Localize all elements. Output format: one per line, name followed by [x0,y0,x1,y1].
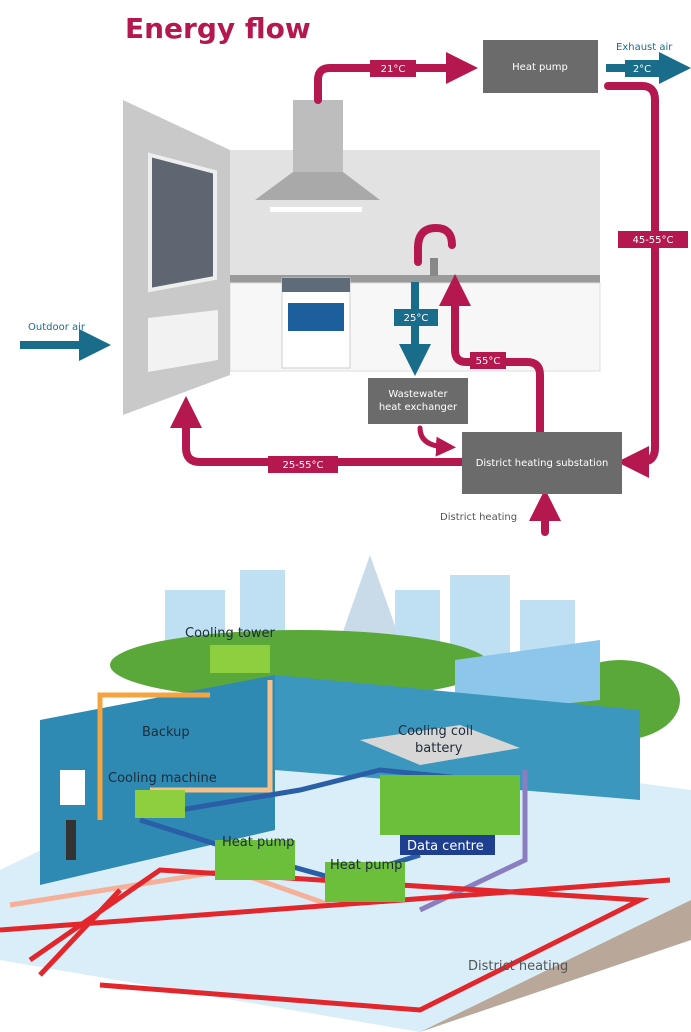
label: Exhaust air [616,42,673,53]
tag-text: 21°C [381,64,406,75]
faucet [430,258,438,276]
cooling-tower [210,645,270,673]
hood [255,172,380,200]
pipes [0,680,671,1013]
label: Backup [142,725,190,740]
stove-panel [282,278,350,292]
data-centre-tag [400,835,495,855]
label: Cooling machine [108,771,217,786]
arrow [604,82,659,478]
hood-light [270,207,362,212]
heat-pump-unit [325,862,405,902]
oven-window [288,303,344,331]
server-racks [380,775,520,835]
church [340,555,400,640]
pipe [0,867,671,1013]
arrow [417,425,456,457]
label: District heating substation [476,458,609,469]
heat-pump-unit [215,840,295,880]
label: Heat pump [222,835,294,850]
trees [110,630,490,700]
tag [618,231,688,248]
label: Cooling coil [398,724,473,739]
heat-pump-box [483,40,598,93]
window [148,152,217,293]
pipe [150,680,273,793]
label: Data centre [407,839,484,854]
label: District heating [440,512,517,523]
tag-text: 55°C [476,356,501,367]
substation-box [462,432,622,494]
tag [370,60,416,77]
title: Energy flow [125,12,311,45]
label: Cooling tower [185,626,276,641]
radiator [148,310,218,372]
pipe [97,692,210,820]
tag [394,309,438,326]
person [66,820,76,860]
cooling-machine [135,790,185,818]
arrow [314,52,478,104]
building [450,575,510,660]
label: Wastewater [388,389,448,400]
label: Heat pump [512,62,568,73]
tag-text: 25°C [404,313,429,324]
cooling-coil [360,725,520,765]
hood-chimney [293,100,343,172]
tag-text: 2°C [633,64,651,75]
tag [470,352,506,369]
kitchen-diagram: Energy flow Heat pump Wastewater heat ex… [20,12,691,536]
data-centre-diagram: Cooling tower Backup Cooling machine Coo… [0,555,691,1032]
tag-text: 25-55°C [282,460,323,471]
faucet-loop [414,223,456,266]
label: District heating [468,959,568,974]
label: heat exchanger [379,402,458,413]
exchanger-box [368,378,468,424]
arrow [170,396,466,466]
tag [268,456,338,473]
label: battery [415,741,463,756]
counter-top [230,275,600,283]
label: Outdoor air [28,322,86,333]
tag [625,60,659,77]
pipe [418,770,528,913]
tag-text: 45-55°C [632,235,673,246]
wall-window [60,770,85,805]
label: Heat pump [330,858,402,873]
